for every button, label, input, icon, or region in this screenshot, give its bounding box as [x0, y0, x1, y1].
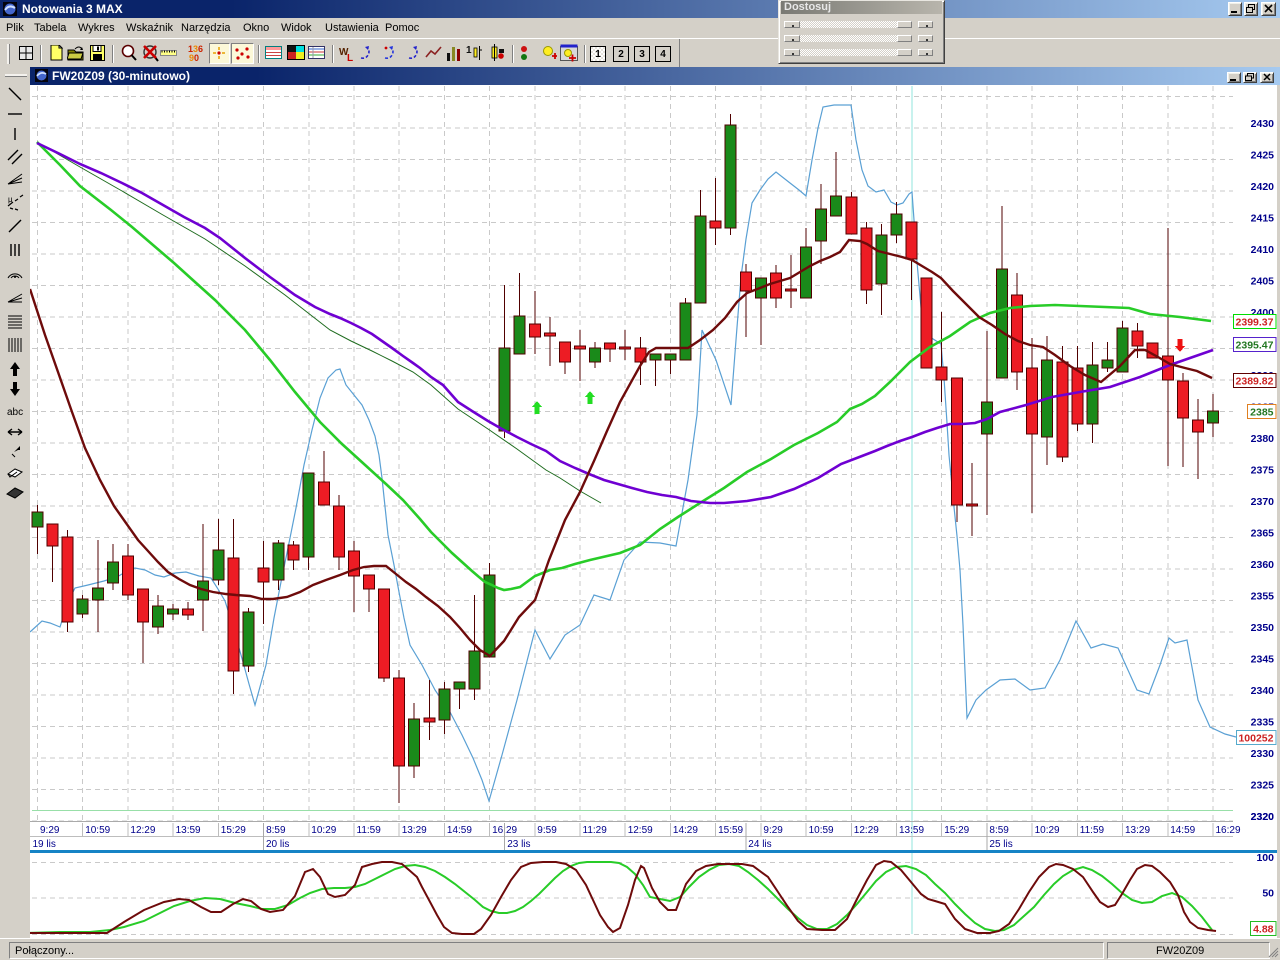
svg-text:12:29: 12:29 [130, 825, 155, 836]
svg-text:14:59: 14:59 [447, 825, 472, 836]
svg-text:2425: 2425 [1251, 150, 1275, 162]
svg-text:2415: 2415 [1251, 213, 1275, 225]
svg-text:2320: 2320 [1251, 811, 1275, 823]
svg-text:2389.82: 2389.82 [1236, 375, 1274, 387]
svg-text:2370: 2370 [1251, 496, 1275, 508]
svg-text:24 lis: 24 lis [748, 839, 771, 850]
svg-text:14:29: 14:29 [673, 825, 698, 836]
svg-text:13:29: 13:29 [402, 825, 427, 836]
svg-text:10:59: 10:59 [809, 825, 834, 836]
svg-text:23 lis: 23 lis [507, 839, 530, 850]
svg-text:2320: 2320 [1251, 811, 1275, 823]
svg-text:2395.47: 2395.47 [1236, 339, 1274, 351]
svg-text:9:29: 9:29 [40, 825, 60, 836]
svg-text:μ: μ [8, 195, 13, 204]
svg-text:2365: 2365 [1251, 528, 1275, 540]
svg-text:2355: 2355 [1251, 591, 1275, 603]
svg-text:2410: 2410 [1251, 244, 1275, 256]
svg-text:10:59: 10:59 [85, 825, 110, 836]
svg-text:2380: 2380 [1251, 433, 1275, 445]
svg-text:12:59: 12:59 [628, 825, 653, 836]
svg-text:2430: 2430 [1251, 118, 1275, 130]
svg-text:11:59: 11:59 [357, 825, 382, 836]
svg-text:2330: 2330 [1251, 748, 1275, 760]
svg-text:8:59: 8:59 [989, 825, 1009, 836]
svg-text:2405: 2405 [1251, 276, 1275, 288]
svg-text:2335: 2335 [1251, 717, 1275, 729]
svg-text:9:29: 9:29 [763, 825, 783, 836]
svg-text:2325: 2325 [1251, 780, 1275, 792]
svg-text:11:59: 11:59 [1080, 825, 1105, 836]
svg-text:90: 90 [189, 53, 199, 63]
svg-text:100252: 100252 [1238, 732, 1273, 744]
svg-text:13:59: 13:59 [899, 825, 924, 836]
svg-text:2340: 2340 [1251, 685, 1275, 697]
svg-text:100: 100 [1256, 852, 1274, 864]
svg-text:15:59: 15:59 [718, 825, 743, 836]
svg-text:2345: 2345 [1251, 654, 1275, 666]
svg-text:10:29: 10:29 [311, 825, 336, 836]
svg-text:9:59: 9:59 [537, 825, 557, 836]
svg-text:1: 1 [466, 45, 472, 56]
svg-text:2385: 2385 [1250, 406, 1274, 418]
svg-text:12:29: 12:29 [854, 825, 879, 836]
svg-text:abc: abc [7, 407, 23, 418]
svg-text:25 lis: 25 lis [989, 839, 1012, 850]
svg-text:136: 136 [188, 44, 203, 54]
svg-text:L: L [347, 53, 353, 62]
svg-text:2420: 2420 [1251, 181, 1275, 193]
svg-text:50: 50 [1262, 888, 1274, 900]
svg-text:2399.37: 2399.37 [1236, 316, 1274, 328]
svg-text:4.88: 4.88 [1253, 923, 1274, 935]
svg-text:W: W [339, 47, 349, 58]
svg-text:15:29: 15:29 [944, 825, 969, 836]
svg-text:19 lis: 19 lis [33, 839, 56, 850]
svg-text:2375: 2375 [1251, 465, 1275, 477]
svg-text:13:29: 13:29 [1125, 825, 1150, 836]
svg-text:11:29: 11:29 [583, 825, 608, 836]
svg-text:2360: 2360 [1251, 559, 1275, 571]
svg-text:20 lis: 20 lis [266, 839, 289, 850]
svg-text:10:29: 10:29 [1035, 825, 1060, 836]
svg-text:16:29: 16:29 [1216, 825, 1241, 836]
svg-text:14:59: 14:59 [1170, 825, 1195, 836]
svg-text:2350: 2350 [1251, 622, 1275, 634]
svg-text:8:59: 8:59 [266, 825, 286, 836]
svg-text:13:59: 13:59 [176, 825, 201, 836]
svg-text:15:29: 15:29 [221, 825, 246, 836]
